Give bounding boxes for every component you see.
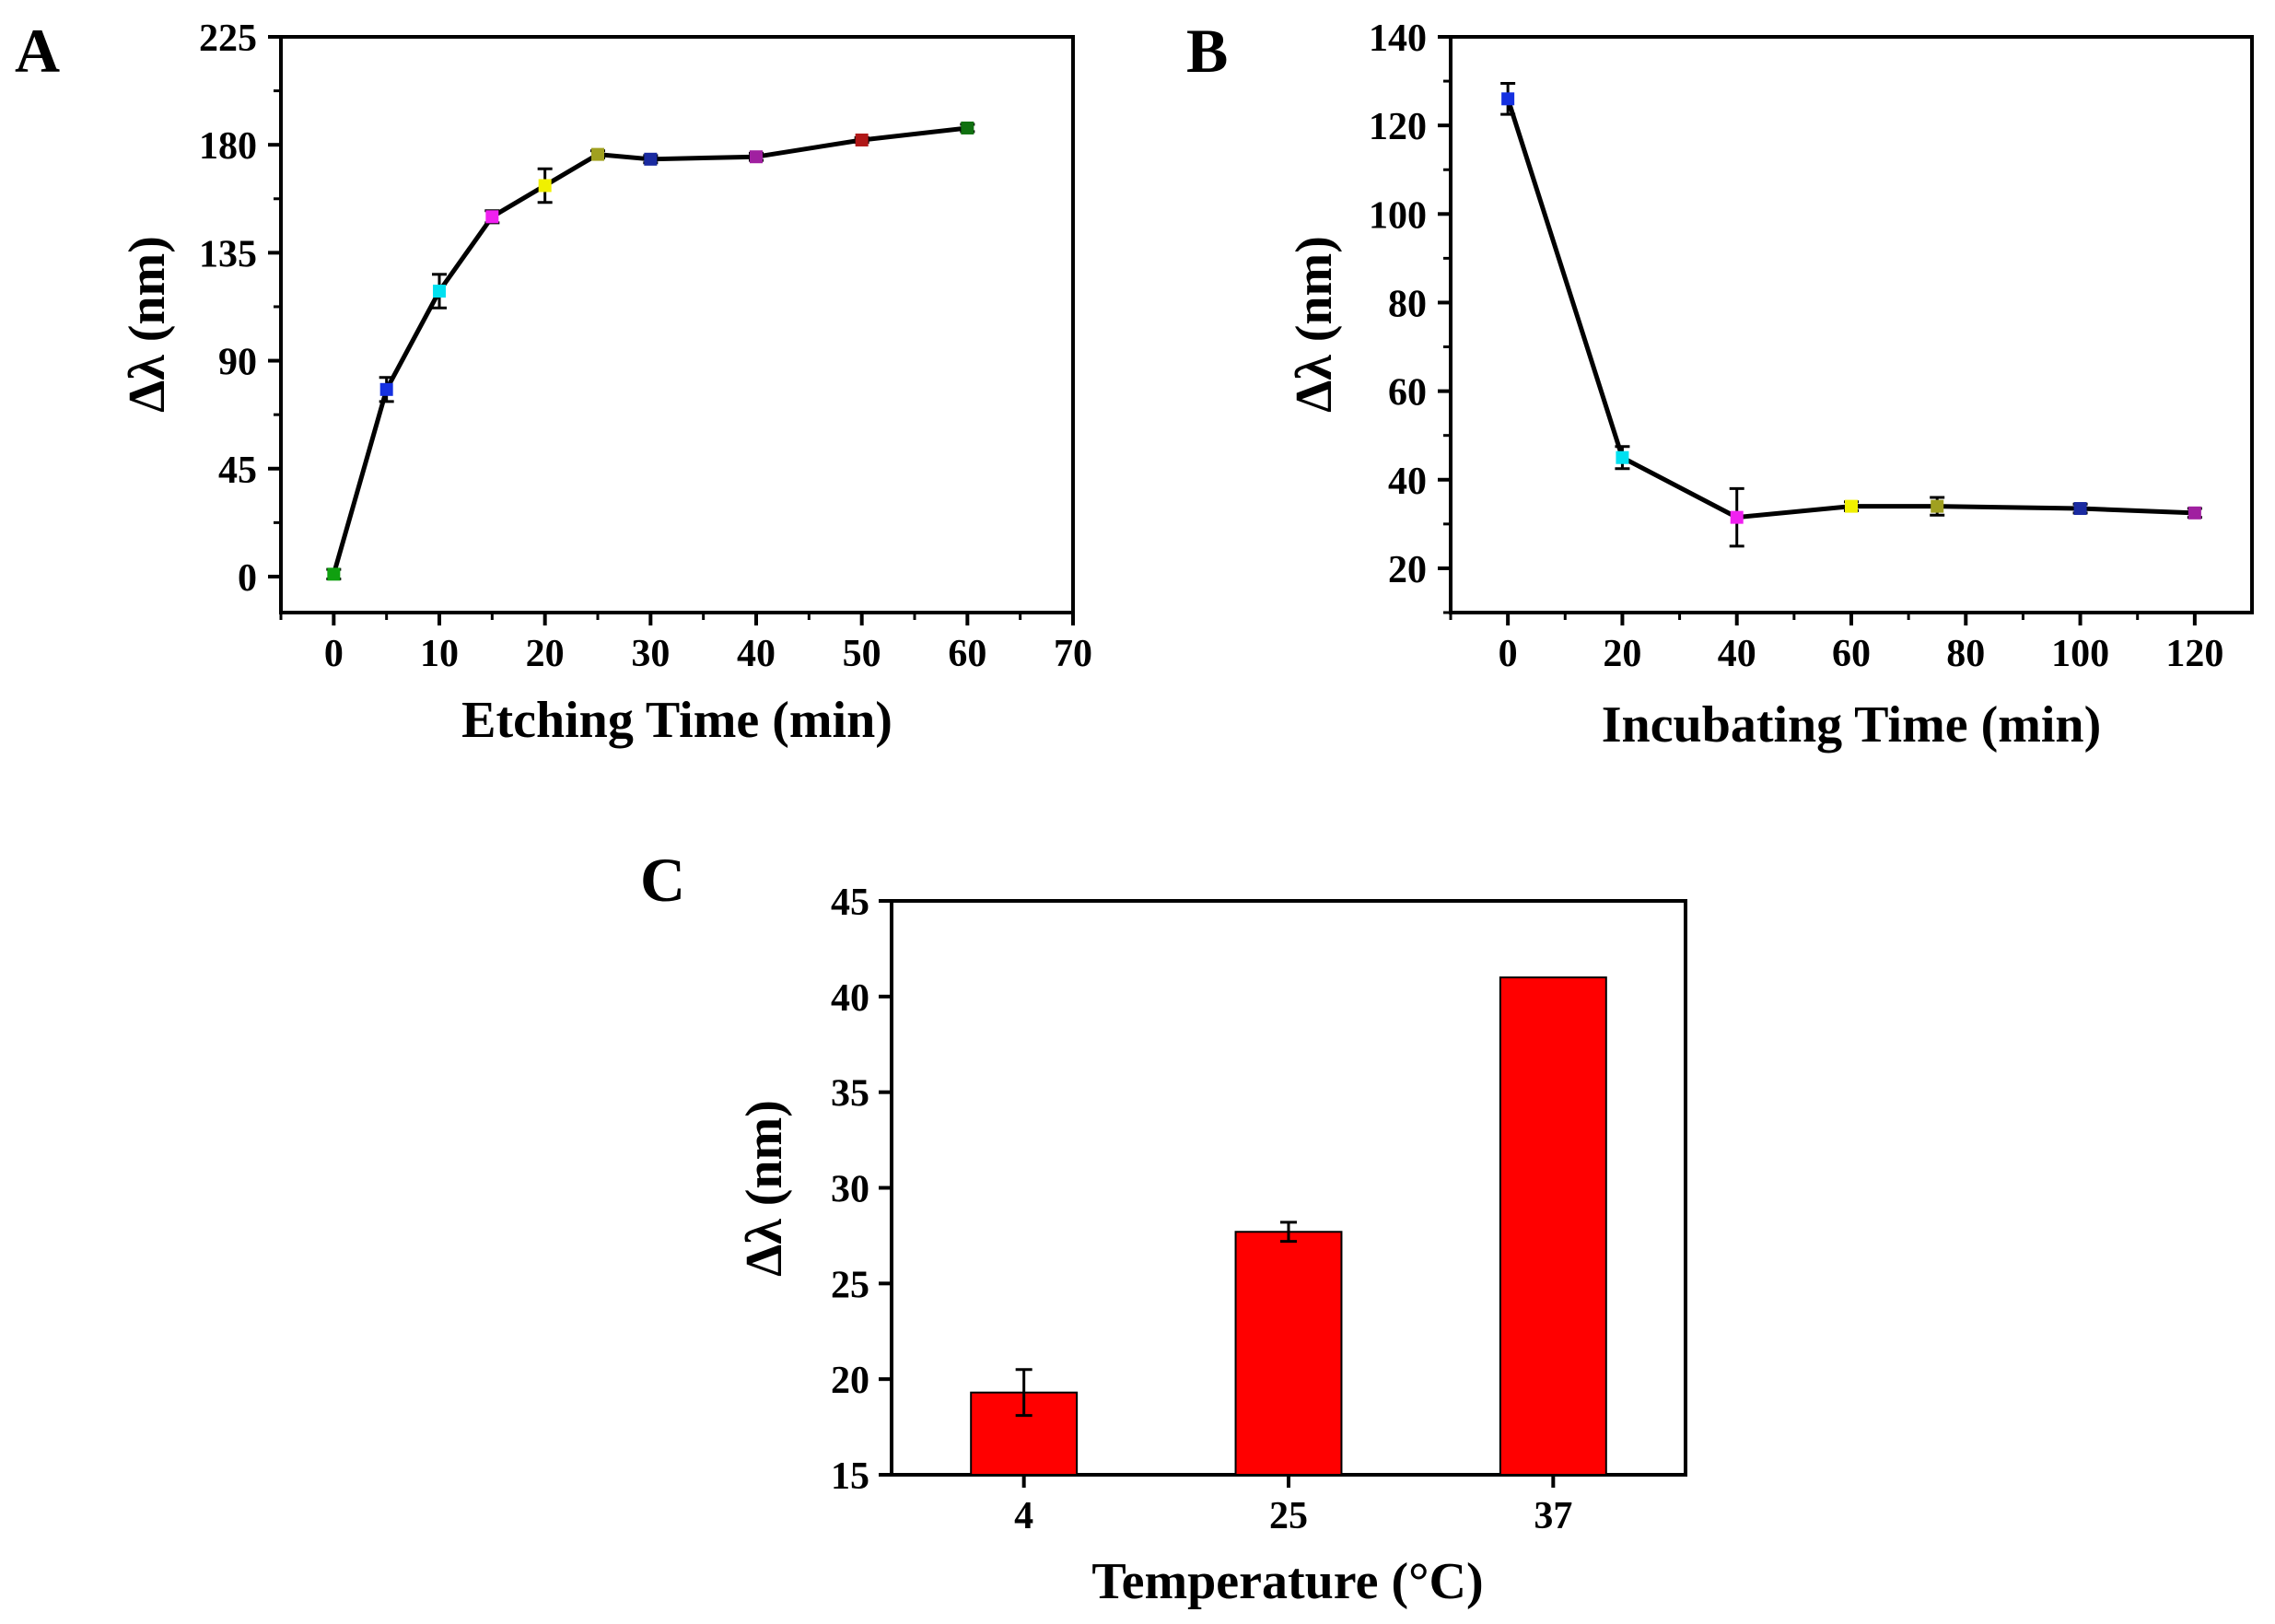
x-tick-label: 10	[420, 633, 459, 675]
data-point	[1931, 499, 1944, 513]
x-tick-label: 120	[2165, 633, 2223, 675]
x-tick-label: 100	[2051, 633, 2109, 675]
y-tick-label: 20	[1388, 549, 1427, 591]
y-tick-label: 90	[218, 342, 257, 384]
x-tick-label: 60	[948, 633, 986, 675]
y-tick-label: 35	[831, 1073, 869, 1116]
data-point	[327, 567, 341, 581]
panel-b-plot-area	[1500, 81, 2202, 548]
error-bar	[1015, 1368, 1032, 1418]
data-point	[1845, 499, 1858, 513]
panel-c-y-axis-title: Δλ (nm)	[736, 1100, 793, 1277]
x-tick-label: 40	[737, 633, 776, 675]
panel-a-y-axis-title: Δλ (nm)	[119, 236, 176, 413]
panel-a-y-axis: 0 45 90 135 180 225	[199, 18, 281, 600]
y-tick-label: 180	[199, 125, 257, 168]
bar	[1234, 1231, 1343, 1476]
data-point	[1616, 450, 1629, 464]
data-point	[961, 121, 974, 134]
panel-a-frame	[279, 35, 1075, 614]
panel-a-plot-area	[326, 121, 975, 581]
panel-a-x-axis-title: Etching Time (min)	[461, 692, 892, 749]
data-point	[644, 152, 658, 166]
panel-c-x-axis-title: Temperature (°C)	[1091, 1553, 1483, 1610]
y-tick-label: 60	[1388, 372, 1427, 415]
panel-b-y-axis-title: Δλ (nm)	[1286, 236, 1343, 413]
x-tick-label: 50	[843, 633, 881, 675]
y-tick-label: 40	[1388, 461, 1427, 503]
x-tick-label: 20	[526, 633, 565, 675]
y-tick-label: 40	[831, 977, 869, 1020]
data-point	[2073, 502, 2087, 516]
data-point	[2188, 506, 2201, 520]
data-point	[1501, 92, 1515, 106]
y-tick-label: 30	[831, 1169, 869, 1211]
data-point	[379, 382, 393, 396]
x-tick-label: 20	[1603, 633, 1641, 675]
error-bar	[1280, 1221, 1297, 1244]
x-tick-label: 70	[1054, 633, 1092, 675]
panel-a-x-axis: 0 10 20 30 40 50 60 70	[279, 613, 1092, 675]
y-tick-label: 25	[831, 1264, 869, 1306]
x-tick-label: 25	[1269, 1495, 1308, 1537]
panel-b-label: B	[1186, 16, 1228, 86]
panel-b-y-axis: 20 40 60 80 100 120 140	[1369, 18, 1451, 614]
y-tick-label: 225	[199, 18, 257, 60]
series-line	[331, 125, 968, 576]
data-point	[433, 285, 446, 298]
panel-b-x-axis-title: Incubating Time (min)	[1602, 696, 2101, 754]
panel-c-label: C	[640, 845, 685, 915]
data-point	[485, 210, 499, 224]
y-tick-label: 140	[1369, 18, 1427, 60]
y-tick-label: 0	[238, 557, 257, 600]
y-tick-label: 45	[218, 450, 257, 492]
panel-c-x-axis: 4 25 37	[1014, 1475, 1572, 1537]
x-tick-label: 40	[1718, 633, 1756, 675]
panel-c-y-axis: 15 20 25 30 35 40 45	[831, 882, 892, 1498]
x-tick-label: 60	[1832, 633, 1871, 675]
data-point	[591, 147, 604, 161]
y-tick-label: 20	[831, 1360, 869, 1402]
x-tick-label: 80	[1946, 633, 1985, 675]
panel-a-label: A	[15, 16, 60, 86]
y-tick-label: 45	[831, 882, 869, 924]
data-point	[1730, 510, 1744, 524]
data-point	[750, 150, 763, 164]
panel-c-plot-area	[970, 976, 1607, 1477]
y-tick-label: 80	[1388, 283, 1427, 325]
x-tick-label: 37	[1534, 1495, 1572, 1537]
x-tick-label: 0	[324, 633, 344, 675]
x-tick-label: 4	[1014, 1495, 1033, 1537]
x-tick-label: 30	[631, 633, 670, 675]
bar	[1499, 976, 1607, 1476]
data-point	[855, 133, 869, 146]
data-point	[538, 179, 552, 193]
y-tick-label: 135	[199, 233, 257, 275]
x-tick-label: 0	[1499, 633, 1518, 675]
y-tick-label: 100	[1369, 194, 1427, 237]
panel-a: A 0 10 20 30 40 50 60 70 0 45 90 135 180 225 Etching…	[15, 16, 1092, 749]
y-tick-label: 15	[831, 1455, 869, 1498]
y-tick-label: 120	[1369, 106, 1427, 148]
panel-b-x-axis: 0 20 40 60 80 100 120	[1449, 613, 2223, 675]
panel-b: B 0 20 40 60 80 100 120 20 40 60 80 100 120 140 Incu…	[1186, 16, 2254, 754]
